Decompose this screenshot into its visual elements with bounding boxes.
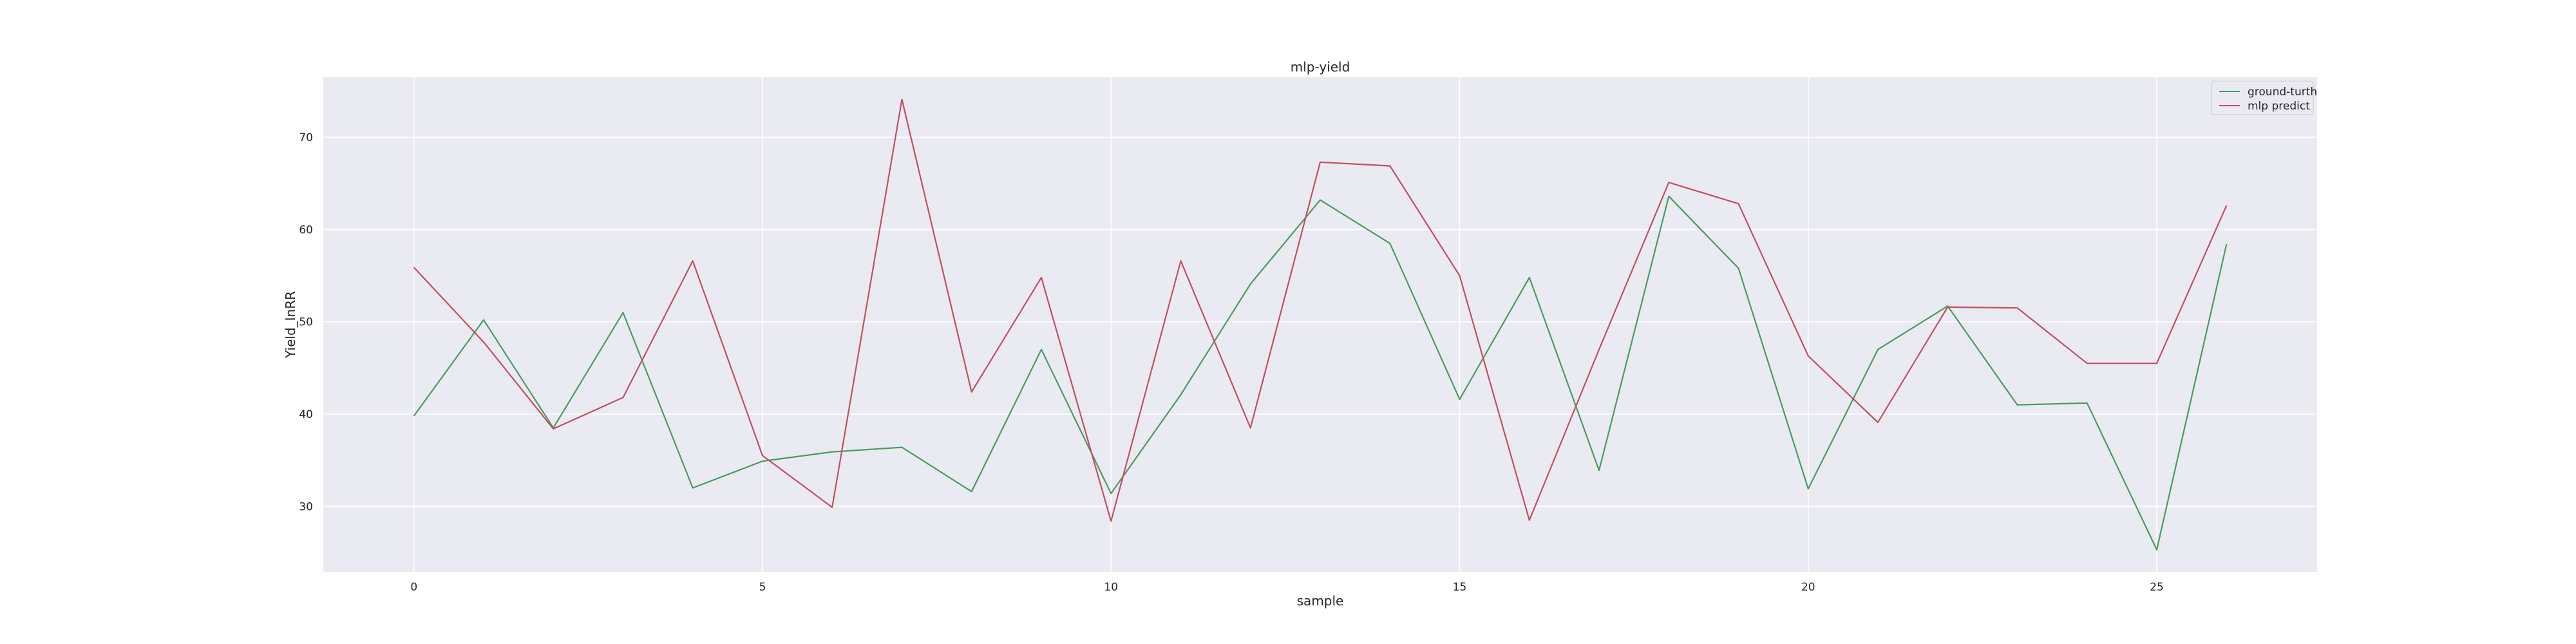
x-tick-label: 10 <box>1104 581 1118 594</box>
x-tick-label: 20 <box>1801 581 1815 594</box>
ticks: 0 5 10 15 20 25 30 40 50 60 70 <box>299 131 2163 594</box>
y-tick-label: 60 <box>299 223 313 236</box>
x-tick-label: 5 <box>759 581 766 594</box>
x-tick-label: 25 <box>2150 581 2164 594</box>
series-line-ground-turth <box>413 195 2228 551</box>
legend-label-ground-turth: ground-turth <box>2248 86 2317 99</box>
y-tick-label: 30 <box>299 500 313 513</box>
series-line-mlp-predict <box>413 99 2228 522</box>
plot-area <box>323 77 2317 572</box>
grid <box>323 77 2317 572</box>
y-tick-label: 40 <box>299 408 313 421</box>
chart-title: mlp-yield <box>1291 59 1350 75</box>
series-lines <box>413 99 2228 551</box>
legend-label-mlp-predict: mlp predict <box>2248 100 2310 113</box>
y-axis-label: Yield_InRR <box>283 291 298 359</box>
legend: ground-turth mlp predict <box>2211 80 2317 115</box>
x-tick-label: 0 <box>410 581 417 594</box>
x-tick-label: 15 <box>1453 581 1467 594</box>
x-axis-label: sample <box>1297 593 1344 609</box>
y-tick-label: 70 <box>299 131 313 144</box>
y-tick-label: 50 <box>299 316 313 329</box>
